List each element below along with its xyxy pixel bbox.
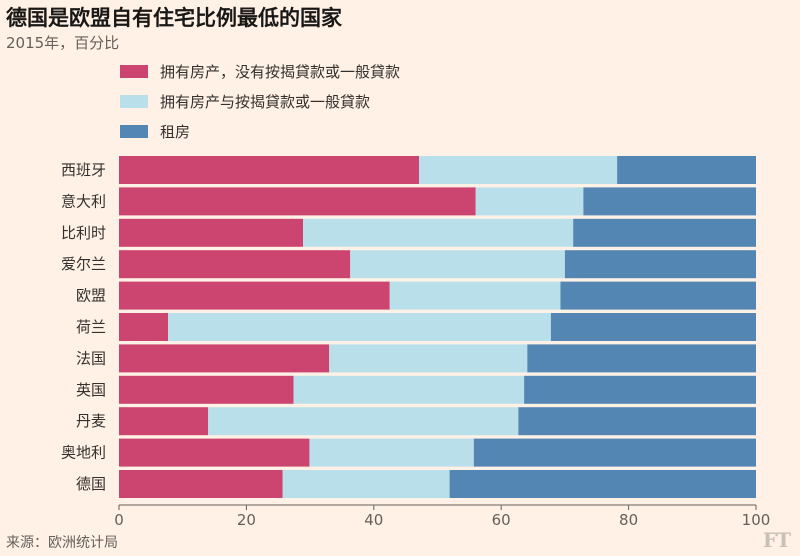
bar-segment-owner-mortgage: [329, 344, 528, 373]
bar-segment-owner-mortgage: [282, 470, 450, 498]
bar-segment-owner-mortgage: [168, 313, 551, 341]
category-label: 比利时: [61, 224, 106, 242]
legend-label-owner-outright: 拥有房产，没有按揭貸款或一般貸款: [160, 62, 401, 81]
bar-segment-owner-outright: [119, 407, 209, 436]
bar-segment-owner-mortgage: [389, 281, 561, 310]
bar-segment-renter: [550, 313, 756, 341]
category-label: 西班牙: [61, 161, 106, 179]
x-tick-label: 60: [492, 511, 511, 529]
bar-segment-owner-mortgage: [475, 187, 584, 216]
bar-segment-owner-outright: [119, 187, 476, 216]
bar-segment-renter: [573, 218, 756, 247]
bar-segment-renter: [617, 156, 756, 184]
chart-title: 德国是欧盟自有住宅比例最低的国家: [6, 6, 342, 30]
legend-item-owner-outright: 拥有房产，没有按揭貸款或一般貸款: [120, 56, 400, 86]
bar-segment-owner-mortgage: [350, 250, 565, 279]
category-label: 丹麦: [76, 412, 106, 430]
bar-segment-renter: [524, 375, 756, 404]
bar-segment-owner-outright: [119, 438, 310, 467]
category-label: 德国: [76, 475, 106, 493]
bar-segment-owner-mortgage: [419, 156, 618, 184]
category-label: 荷兰: [76, 318, 106, 336]
bar-segment-renter: [583, 187, 756, 216]
legend-swatch-owner-outright: [120, 64, 148, 78]
bar-segment-owner-outright: [119, 218, 304, 247]
bar-segment-owner-outright: [119, 250, 351, 279]
bar-segment-renter: [518, 407, 756, 436]
bar-segment-renter: [449, 470, 756, 498]
ft-logo: FT: [762, 528, 791, 552]
legend-swatch-renter: [120, 124, 148, 138]
x-tick-label: 20: [237, 511, 256, 529]
bar-segment-owner-outright: [119, 344, 330, 373]
bar-segment-owner-outright: [119, 313, 169, 341]
x-tick-label: 80: [619, 511, 638, 529]
bar-segment-owner-outright: [119, 281, 390, 310]
legend: 拥有房产，没有按揭貸款或一般貸款 拥有房产与按揭貸款或一般貸款 租房: [120, 56, 400, 146]
x-tick-label: 100: [742, 511, 771, 529]
bar-segment-owner-mortgage: [303, 218, 574, 247]
bar-segment-owner-outright: [119, 375, 294, 404]
legend-swatch-owner-mortgage: [120, 94, 148, 108]
category-label: 奥地利: [61, 444, 106, 462]
legend-item-owner-mortgage: 拥有房产与按揭貸款或一般貸款: [120, 86, 400, 116]
category-label: 意大利: [61, 192, 106, 210]
x-tick-label: 40: [364, 511, 383, 529]
chart-subtitle: 2015年，百分比: [6, 34, 120, 52]
source-note: 来源：欧洲统计局: [6, 535, 118, 551]
category-label: 法国: [76, 349, 106, 367]
category-label: 欧盟: [76, 287, 106, 305]
bar-segment-owner-outright: [119, 156, 420, 184]
category-label: 爱尔兰: [61, 255, 106, 273]
bar-segment-owner-mortgage: [293, 375, 525, 404]
bar-segment-renter: [560, 281, 756, 310]
category-label: 英国: [76, 381, 106, 399]
bar-segment-owner-outright: [119, 470, 283, 498]
bar-segment-owner-mortgage: [208, 407, 519, 436]
bar-segment-renter: [473, 438, 756, 467]
x-tick-label: 0: [114, 511, 124, 529]
bar-segment-renter: [564, 250, 756, 279]
legend-label-renter: 租房: [160, 122, 191, 141]
legend-label-owner-mortgage: 拥有房产与按揭貸款或一般貸款: [160, 92, 371, 111]
bar-segment-owner-mortgage: [309, 438, 474, 467]
legend-item-renter: 租房: [120, 116, 400, 146]
bar-segment-renter: [527, 344, 756, 373]
